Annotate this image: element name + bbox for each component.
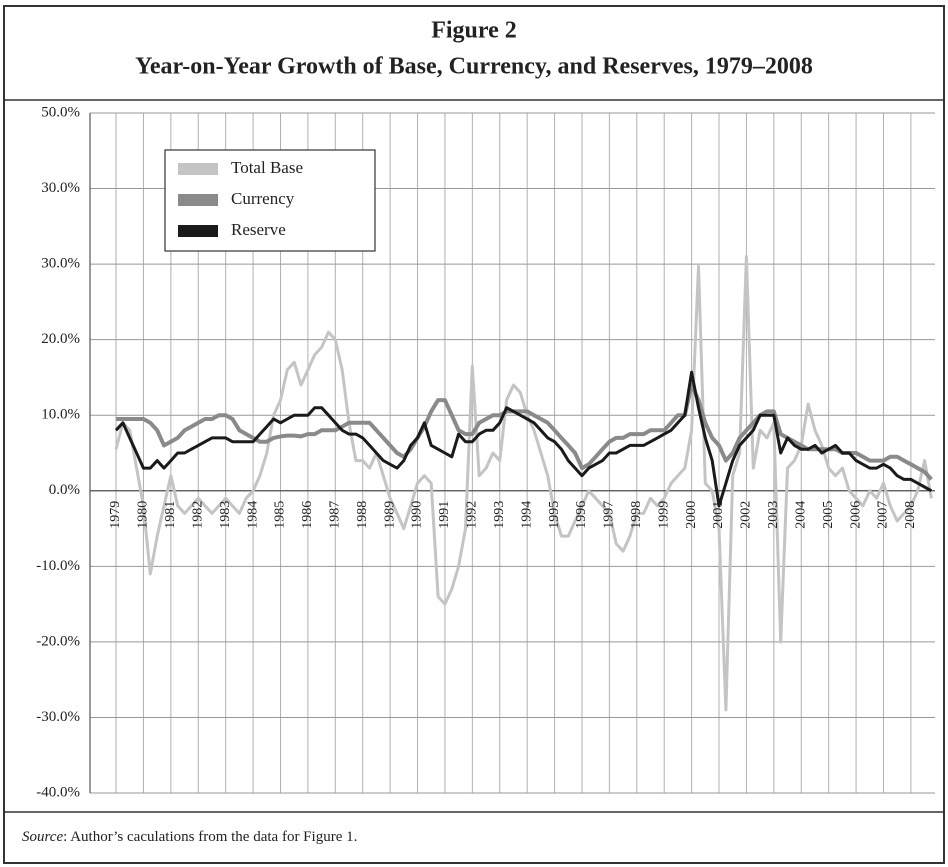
x-tick-label: 1995 xyxy=(547,501,562,529)
x-tick-label: 2007 xyxy=(876,501,891,529)
x-tick-label: 2006 xyxy=(848,501,863,529)
y-tick-label: 50.0% xyxy=(41,104,80,120)
legend-label: Currency xyxy=(231,189,295,208)
x-tick-label: 1986 xyxy=(300,501,315,529)
x-tick-label: 1980 xyxy=(136,501,151,529)
x-tick-label: 2003 xyxy=(766,501,781,529)
x-tick-label: 2000 xyxy=(684,501,699,529)
x-tick-label: 2001 xyxy=(711,501,726,529)
series-line xyxy=(116,383,933,481)
x-tick-label: 1999 xyxy=(656,501,671,529)
legend-swatch xyxy=(178,194,218,206)
y-tick-label: 0.0% xyxy=(49,482,80,498)
x-tick-label: 1984 xyxy=(245,501,260,529)
x-tick-label: 2002 xyxy=(739,501,754,529)
x-tick-label: 1994 xyxy=(519,501,534,529)
chart-title: Year-on-Year Growth of Base, Currency, a… xyxy=(135,54,813,80)
x-tick-label: 1989 xyxy=(382,501,397,529)
x-tick-label: 1991 xyxy=(437,501,452,529)
y-tick-label: -20.0% xyxy=(36,633,80,649)
x-tick-label: 1981 xyxy=(163,501,178,529)
x-tick-label: 2004 xyxy=(793,501,808,529)
x-tick-label: 1979 xyxy=(108,501,123,529)
x-tick-label: 1998 xyxy=(629,501,644,529)
y-tick-label: 10.0% xyxy=(41,407,80,423)
x-tick-label: 1988 xyxy=(355,501,370,529)
x-tick-label: 1983 xyxy=(218,501,233,529)
x-tick-label: 1996 xyxy=(574,501,589,529)
y-tick-label: -30.0% xyxy=(36,709,80,725)
x-tick-label: 1993 xyxy=(492,501,507,529)
plot: 50.0% 30.0% 30.0% 20.0% 10.0% 0.0% -10.0% -20.0… xyxy=(36,104,935,800)
series-line xyxy=(114,370,933,508)
y-tick-label: -10.0% xyxy=(36,558,80,574)
source-text: : Author’s caculations from the data for… xyxy=(63,829,357,845)
x-tick-label: 1987 xyxy=(328,501,343,529)
legend-label: Reserve xyxy=(231,220,286,239)
x-tick-label: 2005 xyxy=(821,501,836,529)
x-tick-label: 1985 xyxy=(273,501,288,529)
x-tick-label: 1997 xyxy=(602,501,617,529)
legend-label: Total Base xyxy=(231,158,303,177)
x-tick-label: 2008 xyxy=(903,501,918,529)
source: Source: Author’s caculations from the da… xyxy=(22,829,357,845)
legend-swatch xyxy=(178,163,218,175)
y-tick-label: 30.0% xyxy=(41,180,80,196)
y-tick-label: 20.0% xyxy=(41,331,80,347)
x-tick-label: 1992 xyxy=(465,501,480,529)
legend-swatch xyxy=(178,225,218,237)
y-tick-label: -40.0% xyxy=(36,784,80,800)
figure-label: Figure 2 xyxy=(431,18,517,44)
series-line xyxy=(114,255,933,712)
x-tick-label: 1990 xyxy=(410,501,425,529)
source-label: Source xyxy=(22,829,63,845)
y-tick-label: 30.0% xyxy=(41,256,80,272)
x-tick-label: 1982 xyxy=(190,501,205,529)
